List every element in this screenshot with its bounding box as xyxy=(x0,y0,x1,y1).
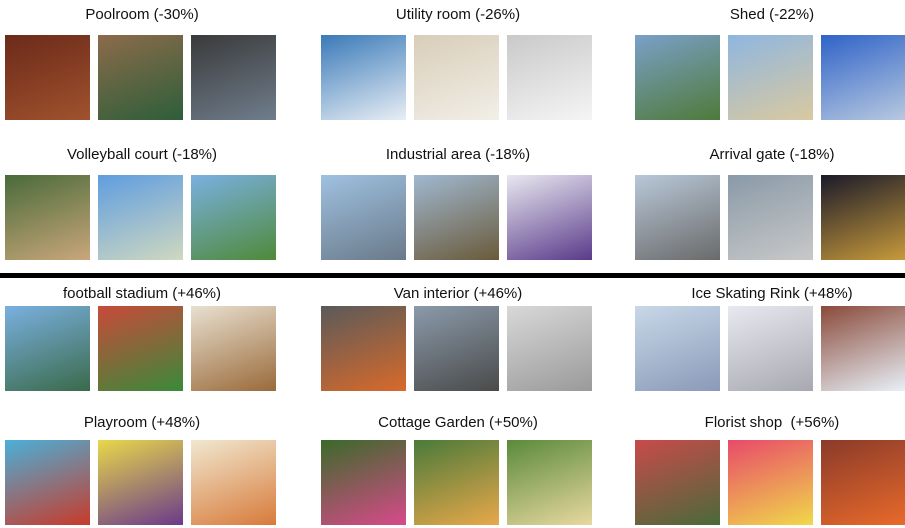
photo xyxy=(5,175,90,260)
photo xyxy=(5,35,90,120)
photo xyxy=(635,440,720,525)
panel-label: Cottage Garden (+50%) xyxy=(313,414,603,431)
panel-label: Florist shop (+56%) xyxy=(627,414,905,431)
photo xyxy=(728,35,813,120)
divider xyxy=(0,273,905,278)
photo xyxy=(635,306,720,391)
panel-label: Playroom (+48%) xyxy=(0,414,287,431)
photo xyxy=(414,440,499,525)
panel-label: Shed (-22%) xyxy=(627,6,905,23)
panel-label: Utility room (-26%) xyxy=(313,6,603,23)
photo xyxy=(5,440,90,525)
photo xyxy=(821,440,905,525)
photo xyxy=(191,35,276,120)
photo xyxy=(635,35,720,120)
photo xyxy=(191,175,276,260)
panel-label: Industrial area (-18%) xyxy=(313,146,603,163)
photo xyxy=(507,440,592,525)
panel-label: Volleyball court (-18%) xyxy=(0,146,287,163)
photo xyxy=(321,306,406,391)
panel-label: football stadium (+46%) xyxy=(0,285,287,302)
photo xyxy=(414,306,499,391)
photo xyxy=(321,440,406,525)
photo xyxy=(414,35,499,120)
photo xyxy=(728,175,813,260)
photo xyxy=(321,175,406,260)
photo xyxy=(507,175,592,260)
photo xyxy=(98,175,183,260)
figure: Poolroom (-30%) Utility room (-26%) Shed (… xyxy=(0,0,905,528)
photo xyxy=(728,440,813,525)
photo xyxy=(5,306,90,391)
panel-label: Poolroom (-30%) xyxy=(0,6,287,23)
photo xyxy=(191,306,276,391)
photo xyxy=(728,306,813,391)
photo xyxy=(98,35,183,120)
photo xyxy=(321,35,406,120)
photo xyxy=(635,175,720,260)
photo xyxy=(191,440,276,525)
panel-label: Van interior (+46%) xyxy=(313,285,603,302)
photo xyxy=(98,306,183,391)
photo xyxy=(414,175,499,260)
photo xyxy=(507,35,592,120)
photo xyxy=(821,306,905,391)
photo xyxy=(821,35,905,120)
photo xyxy=(821,175,905,260)
panel-label: Ice Skating Rink (+48%) xyxy=(627,285,905,302)
panel-label: Arrival gate (-18%) xyxy=(627,146,905,163)
photo xyxy=(507,306,592,391)
photo xyxy=(98,440,183,525)
